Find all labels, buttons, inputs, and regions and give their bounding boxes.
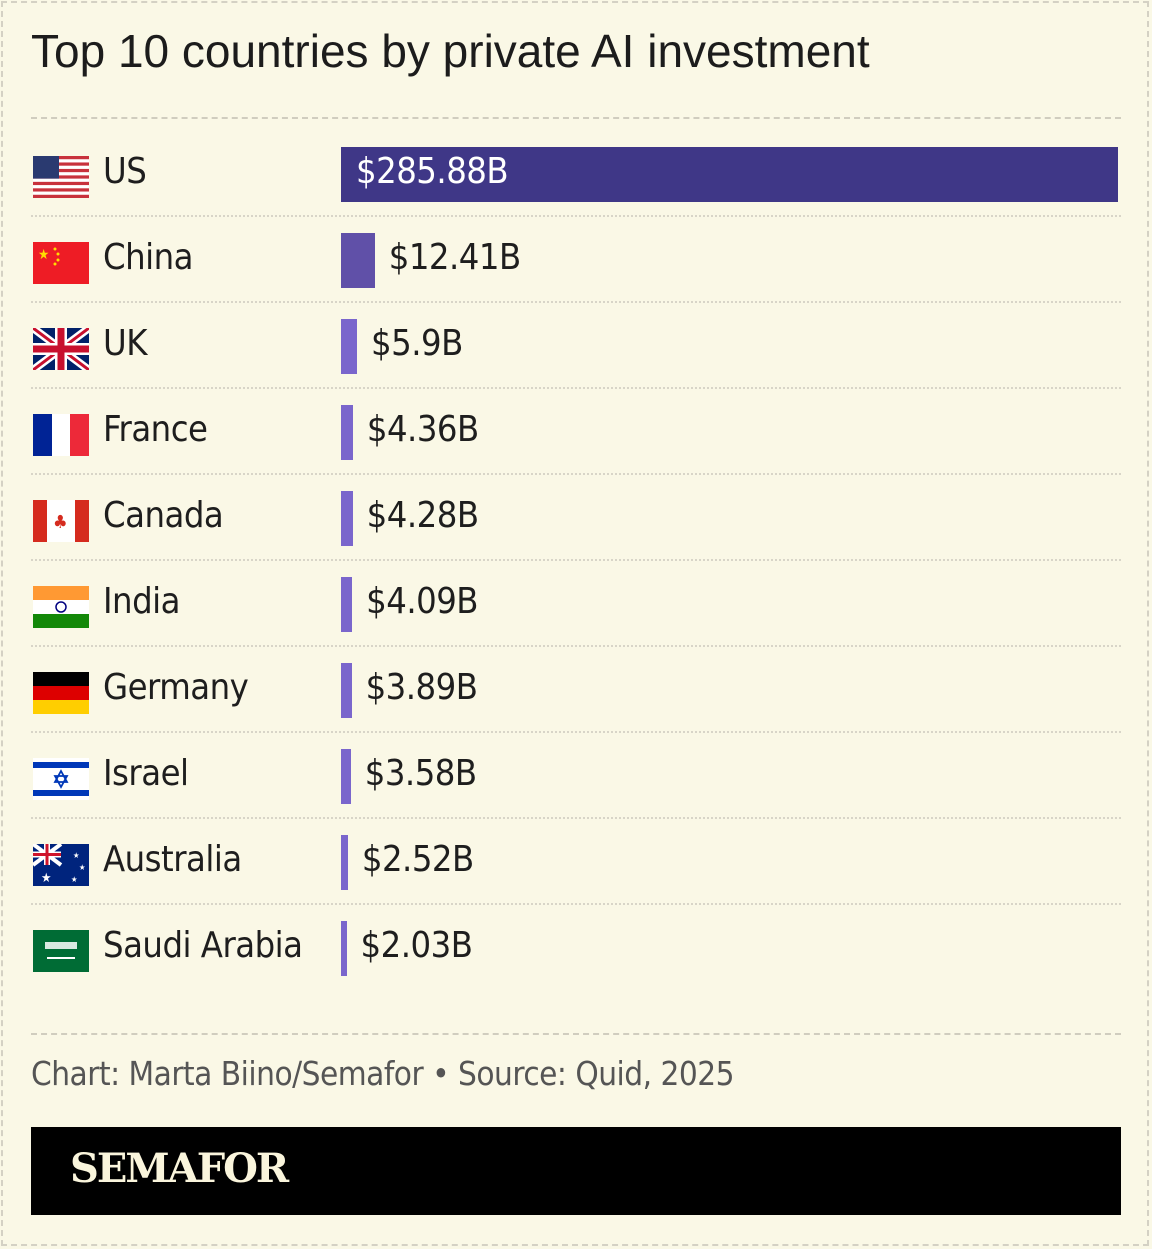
china-flag-icon: ★ (33, 242, 89, 284)
us-flag-icon (33, 156, 89, 198)
bar-canada (341, 491, 353, 546)
bottom-divider (31, 1033, 1121, 1035)
value-label: $2.03B (360, 925, 473, 966)
bar-germany (341, 663, 352, 718)
value-label: $285.88B (356, 151, 509, 192)
svg-text:♣: ♣ (53, 512, 68, 533)
bar-row: Israel $3.58B (31, 733, 1121, 819)
bar-uk (341, 319, 358, 374)
country-label: Israel (103, 753, 189, 794)
bar-saudi-arabia (341, 921, 347, 976)
country-label: Saudi Arabia (103, 925, 303, 966)
bar-row: India $4.09B (31, 561, 1121, 647)
bar-row: ★ ★ ★ ★ Australia $2.52B (31, 819, 1121, 905)
bar-france (341, 405, 353, 460)
value-label: $4.28B (366, 495, 479, 536)
value-label: $3.58B (364, 753, 477, 794)
country-label: Germany (103, 667, 249, 708)
bar-row: ★ China $12.41B (31, 217, 1121, 303)
india-flag-icon (33, 586, 89, 628)
row-separator (31, 903, 1121, 905)
bar-row: US $285.88B (31, 131, 1121, 217)
germany-flag-icon (33, 672, 89, 714)
bar-row: ♣ Canada $4.28B (31, 475, 1121, 561)
value-label: $2.52B (361, 839, 474, 880)
row-separator (31, 817, 1121, 819)
row-separator (31, 215, 1121, 217)
value-label: $12.41B (388, 237, 522, 278)
bar-us (341, 147, 1118, 202)
brand-banner: SEMAFOR (31, 1127, 1121, 1215)
row-separator (31, 301, 1121, 303)
bar-row: UK $5.9B (31, 303, 1121, 389)
france-flag-icon (33, 414, 89, 456)
bar-china (341, 233, 375, 288)
row-separator (31, 473, 1121, 475)
bar-row: France $4.36B (31, 389, 1121, 475)
israel-flag-icon (33, 758, 89, 800)
row-separator (31, 731, 1121, 733)
country-label: India (103, 581, 181, 622)
saudi-arabia-flag-icon (33, 930, 89, 972)
bar-row: Germany $3.89B (31, 647, 1121, 733)
bar-australia (341, 835, 348, 890)
bar-israel (341, 749, 351, 804)
semafor-logo: SEMAFOR (70, 1145, 289, 1192)
svg-text:★: ★ (38, 247, 49, 263)
value-label: $3.89B (365, 667, 478, 708)
value-label: $4.36B (366, 409, 479, 450)
country-label: Australia (103, 839, 242, 880)
row-separator (31, 645, 1121, 647)
uk-flag-icon (33, 328, 89, 370)
top-divider (31, 117, 1121, 119)
country-label: China (103, 237, 194, 278)
source-note: Chart: Marta Biino/Semafor • Source: Qui… (31, 1054, 735, 1093)
country-label: US (103, 151, 147, 192)
svg-text:★: ★ (71, 875, 77, 884)
australia-flag-icon: ★★★★ (33, 844, 89, 886)
value-label: $4.09B (366, 581, 479, 622)
country-label: Canada (103, 495, 224, 536)
row-separator (31, 559, 1121, 561)
bar-row: Saudi Arabia $2.03B (31, 905, 1121, 991)
canada-flag-icon: ♣ (33, 500, 89, 542)
bar-india (341, 577, 353, 632)
country-label: France (103, 409, 208, 450)
svg-text:★: ★ (73, 851, 79, 860)
svg-text:★: ★ (41, 871, 52, 886)
value-label: $5.9B (371, 323, 463, 364)
svg-text:★: ★ (79, 863, 85, 872)
chart-title: Top 10 countries by private AI investmen… (31, 25, 870, 77)
country-label: UK (103, 323, 147, 364)
row-separator (31, 387, 1121, 389)
